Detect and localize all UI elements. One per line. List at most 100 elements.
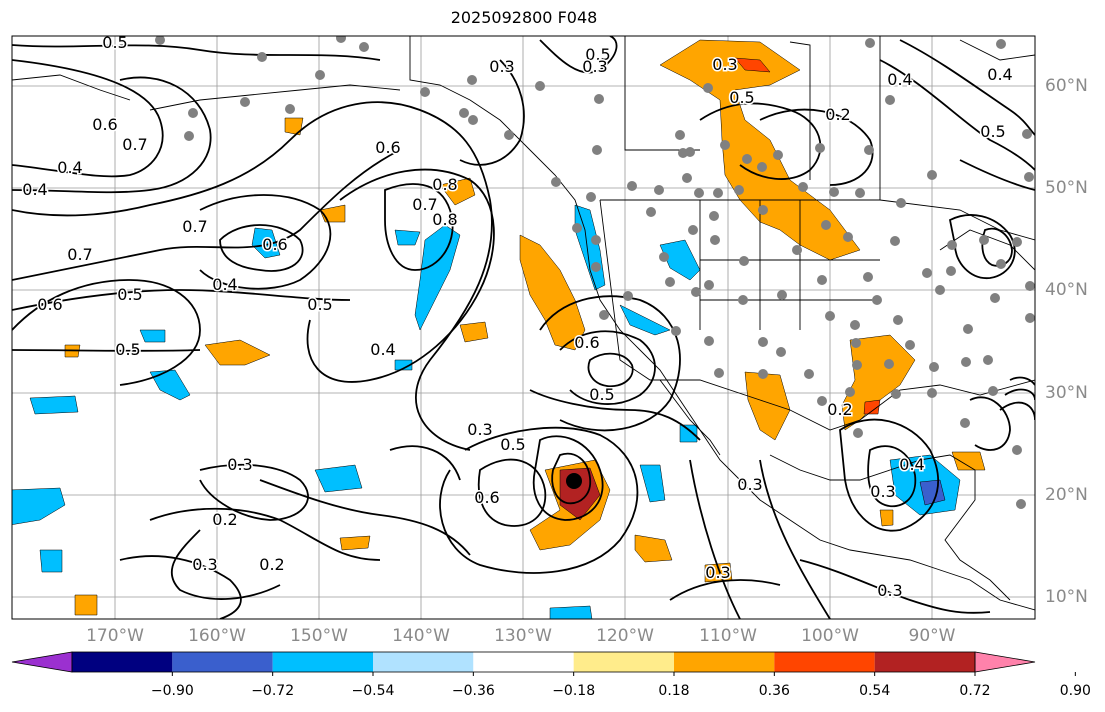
contour-label: 0.6	[37, 295, 62, 314]
contour-label: 0.4	[887, 70, 912, 89]
contour-label: 0.6	[262, 235, 287, 254]
positive-region	[863, 399, 881, 415]
contour-label: 0.2	[825, 105, 850, 124]
contour-label: 0.6	[375, 138, 400, 157]
positive-region	[284, 117, 304, 136]
contour-label: 0.3	[870, 482, 895, 501]
shaded-fields	[12, 39, 986, 619]
negative-region	[619, 304, 671, 336]
contour-label: 0.3	[227, 455, 252, 474]
contour-label: 0.5	[102, 33, 127, 52]
colorbar-tick-label: 0.54	[859, 683, 891, 699]
contour-label: 0.5	[307, 295, 332, 314]
colorbar-tick-label: −0.90	[150, 683, 194, 699]
positive-region	[459, 321, 489, 343]
positive-region	[634, 534, 673, 563]
contour-label: 0.3	[582, 57, 607, 76]
colorbar-tick-label: −0.36	[451, 683, 495, 699]
positive-region	[951, 451, 986, 471]
contour-label: 0.8	[432, 175, 457, 194]
lat-label: 60°N	[1045, 76, 1088, 96]
negative-region	[314, 464, 363, 493]
lat-label: 40°N	[1045, 280, 1088, 300]
contour-label: 0.3	[192, 555, 217, 574]
lon-label: 100°W	[801, 626, 859, 646]
contour-label: 0.5	[589, 385, 614, 404]
coastlines	[12, 36, 1035, 611]
contour-label: 0.7	[412, 195, 437, 214]
lat-label: 10°N	[1045, 587, 1088, 607]
positive-region	[204, 339, 271, 366]
storm-center	[566, 473, 582, 489]
contour-label: 0.6	[474, 488, 499, 507]
contour-label: 0.4	[22, 180, 47, 199]
positive-region	[519, 234, 586, 351]
colorbar-tick-label: 0.36	[758, 683, 790, 699]
contour-label: 0.3	[877, 581, 902, 600]
colorbar-tick-label: 0.72	[959, 683, 991, 699]
lon-label: 130°W	[494, 626, 552, 646]
negative-region	[659, 239, 701, 281]
contour-label: 0.2	[259, 555, 284, 574]
positive-region	[879, 509, 894, 527]
negative-region	[679, 424, 698, 443]
negative-region	[12, 487, 66, 525]
contour-label: 0.3	[712, 55, 737, 74]
contour-label: 0.7	[122, 135, 147, 154]
negative-region	[29, 395, 79, 415]
contour-label: 0.7	[182, 217, 207, 236]
contour-label: 0.4	[57, 158, 82, 177]
map-frame	[11, 35, 1036, 620]
contour-label: 0.4	[899, 455, 924, 474]
contour-label: 0.3	[737, 475, 762, 494]
negative-region	[39, 549, 63, 573]
contour-label: 0.6	[92, 115, 117, 134]
contour-label: 0.5	[980, 122, 1005, 141]
negative-region	[394, 229, 421, 246]
contour-label: 0.3	[705, 563, 730, 582]
contour-label: 0.4	[370, 340, 395, 359]
lon-label: 110°W	[699, 626, 757, 646]
negative-region	[549, 605, 593, 619]
lon-label: 170°W	[86, 626, 144, 646]
contour-label-layer: 0.50.30.50.30.50.20.4 0.40.50.60.40.60.70…	[21, 33, 1014, 602]
contour-label: 0.5	[500, 435, 525, 454]
station-dots	[155, 36, 1035, 509]
lon-label: 150°W	[290, 626, 348, 646]
colorbar-tick-label: −0.54	[351, 683, 395, 699]
contour-label: 0.5	[585, 45, 610, 64]
positive-region	[74, 594, 98, 616]
positive-region	[841, 334, 916, 431]
lat-label: 30°N	[1045, 383, 1088, 403]
negative-region	[394, 359, 413, 371]
contour-label: 0.4	[987, 65, 1012, 84]
colorbar-tick-label: 0.90	[1059, 683, 1091, 699]
contour-label: 0.5	[117, 285, 142, 304]
positive-region	[439, 177, 476, 206]
contour-label: 0.7	[67, 245, 92, 264]
lat-label: 50°N	[1045, 178, 1088, 198]
lon-label: 120°W	[596, 626, 654, 646]
contour-label: 0.5	[115, 340, 140, 359]
lon-label: 90°W	[908, 626, 956, 646]
map-title: 2025092800 F048	[450, 8, 598, 27]
negative-region	[639, 464, 666, 503]
positive-region	[744, 371, 791, 441]
negative-region	[139, 329, 166, 343]
negative-region	[251, 227, 281, 259]
positive-region	[339, 535, 371, 551]
contour-label: 0.2	[827, 400, 852, 419]
negative-region	[414, 224, 461, 331]
colorbar-tick-label: 0.18	[658, 683, 690, 699]
contour-lines	[12, 36, 1035, 619]
contour-label: 0.3	[489, 57, 514, 76]
contour-label: 0.4	[212, 275, 237, 294]
contour-label: 0.5	[729, 88, 754, 107]
contour-label: 0.3	[467, 420, 492, 439]
lat-label: 20°N	[1045, 485, 1088, 505]
negative-region	[574, 204, 606, 291]
lon-label: 140°W	[392, 626, 450, 646]
negative-region	[149, 369, 191, 401]
contour-label: 0.2	[212, 510, 237, 529]
contour-label: 0.6	[574, 333, 599, 352]
